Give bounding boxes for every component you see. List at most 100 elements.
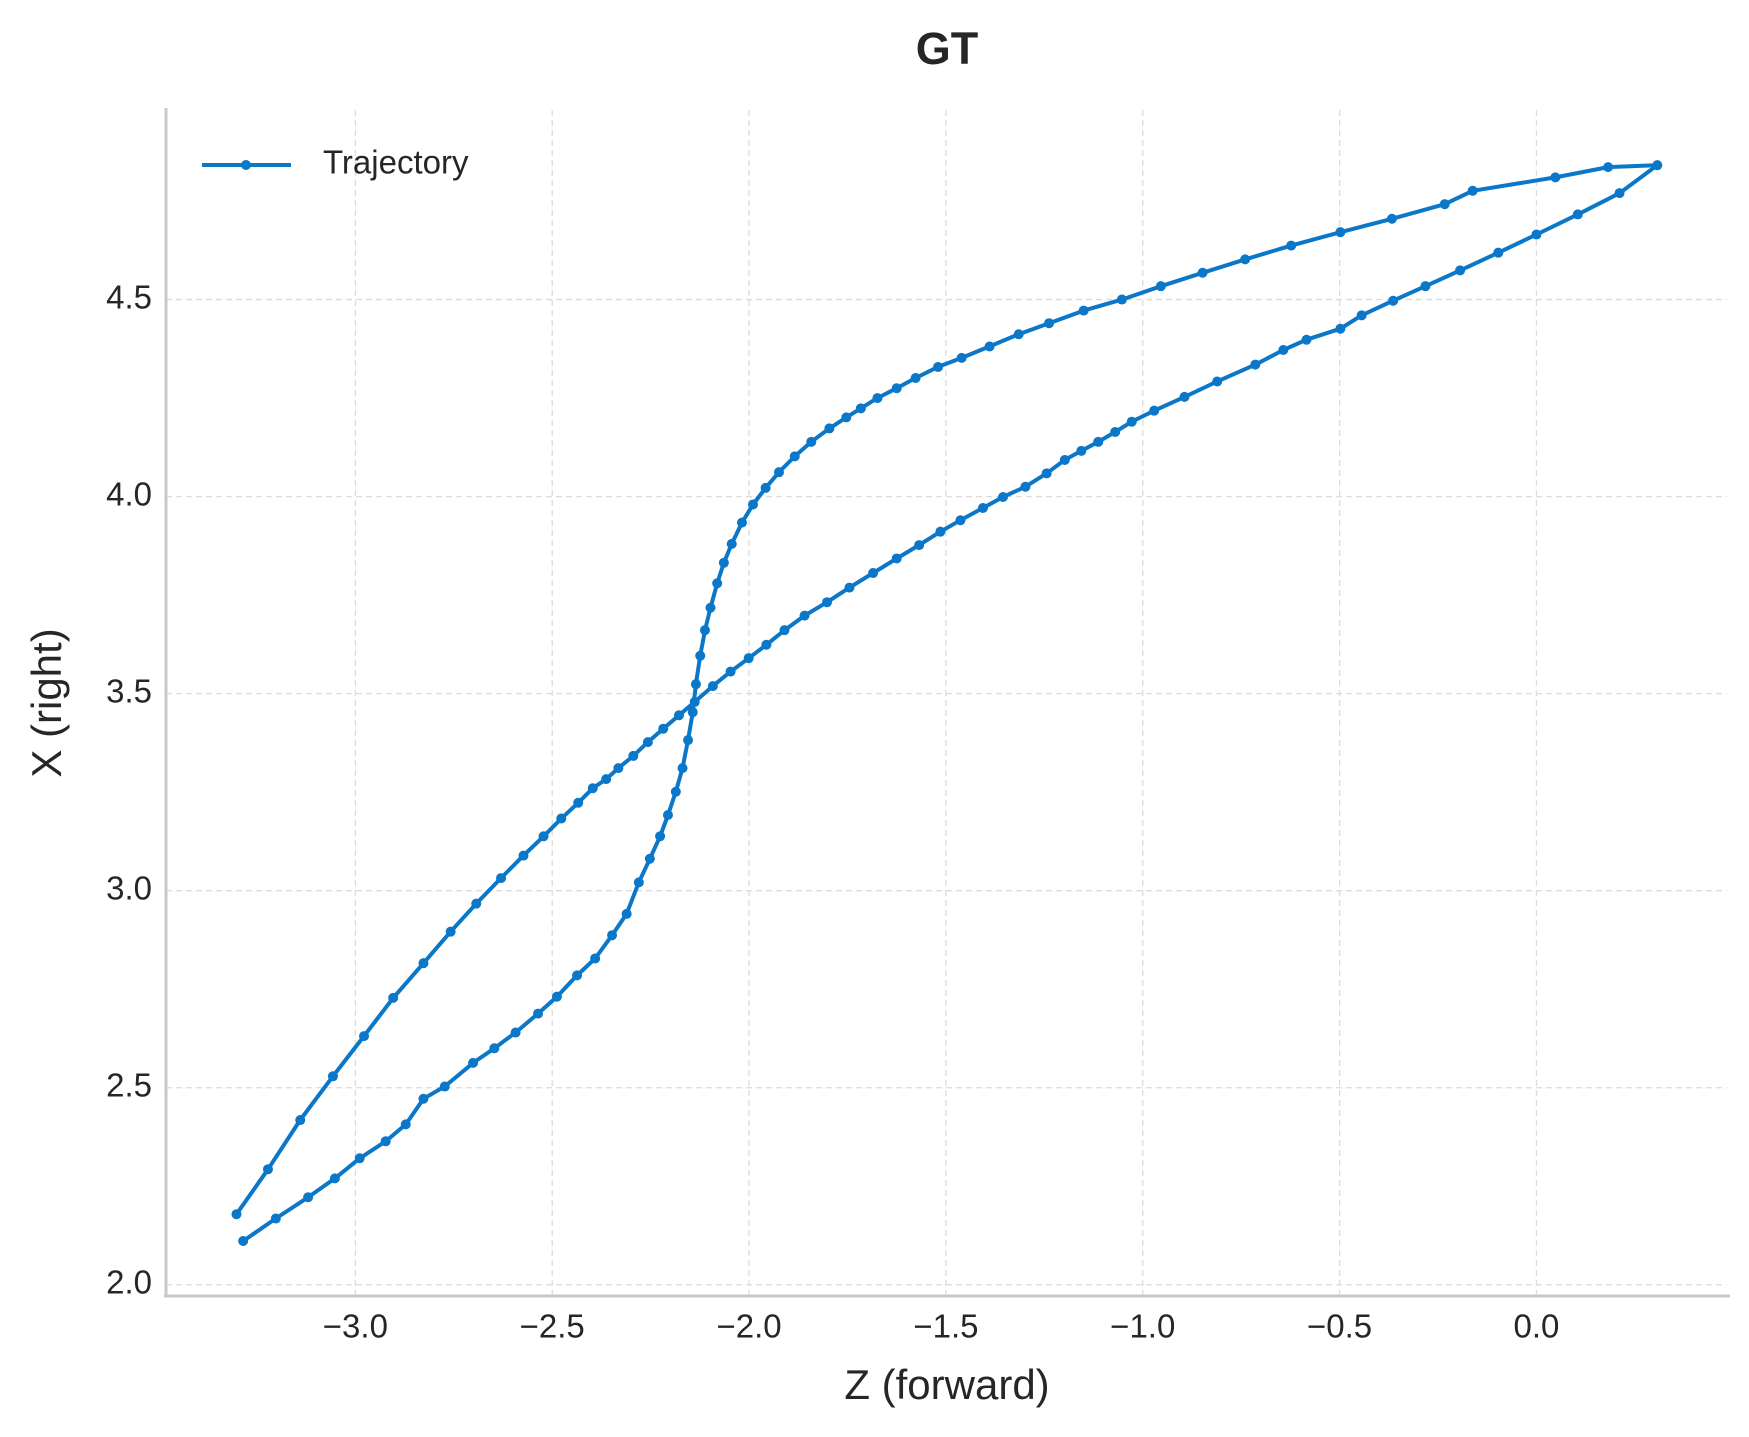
trajectory-point <box>468 1057 479 1068</box>
x-tick-label: −1.0 <box>1110 1308 1175 1345</box>
trajectory-point <box>439 1081 450 1092</box>
trajectory-point <box>1059 454 1070 465</box>
trajectory-point <box>1240 254 1251 265</box>
trajectory-point <box>910 372 921 383</box>
trajectory-point <box>690 679 701 690</box>
trajectory-point <box>677 763 688 774</box>
legend-label: Trajectory <box>323 144 469 181</box>
trajectory-point <box>538 831 549 842</box>
trajectory-point <box>621 908 632 919</box>
trajectory-point <box>718 557 729 568</box>
trajectory-point <box>955 515 966 526</box>
trajectory-point <box>712 578 723 589</box>
trajectory-point <box>518 850 529 861</box>
trajectory-point <box>295 1115 306 1126</box>
trajectory-point <box>238 1236 249 1247</box>
trajectory-point <box>1614 188 1625 199</box>
x-tick-label: −2.5 <box>520 1308 585 1345</box>
trajectory-point <box>662 810 673 821</box>
y-tick-label: 4.5 <box>106 278 152 315</box>
trajectory-point <box>329 1173 340 1184</box>
trajectory-point <box>1467 185 1478 196</box>
grid <box>166 110 1727 1295</box>
trajectory-point <box>841 412 852 423</box>
trajectory-point <box>1420 281 1431 292</box>
trajectory-point <box>633 877 644 888</box>
trajectory-point <box>510 1027 521 1038</box>
plot-area <box>231 160 1663 1247</box>
trajectory-point <box>743 653 754 664</box>
x-tick-label: 0.0 <box>1514 1308 1560 1345</box>
trajectory-point <box>1531 229 1542 240</box>
trajectory-point <box>789 451 800 462</box>
trajectory-point <box>380 1136 391 1147</box>
trajectory-point <box>707 681 718 692</box>
trajectory-point <box>984 341 995 352</box>
trajectory-point <box>779 625 790 636</box>
trajectory-point <box>1286 240 1297 251</box>
trajectory-point <box>1572 209 1583 220</box>
trajectory-point <box>689 696 700 707</box>
trajectory-point <box>1197 267 1208 278</box>
trajectory-point <box>891 383 902 394</box>
trajectory-point <box>587 783 598 794</box>
trajectory-point <box>773 467 784 478</box>
trajectory-point <box>607 930 618 941</box>
x-tick-label: −0.5 <box>1307 1308 1372 1345</box>
trajectory-point <box>1020 481 1031 492</box>
trajectory-point <box>642 737 653 748</box>
trajectory-point <box>695 650 706 661</box>
trajectory-point <box>1439 199 1450 210</box>
y-tick-label: 3.0 <box>106 869 152 906</box>
trajectory-point <box>1550 172 1561 183</box>
trajectory-point <box>935 526 946 537</box>
trajectory-point <box>725 666 736 677</box>
trajectory-point <box>262 1164 273 1175</box>
trajectory-point <box>705 602 716 613</box>
trajectory-point <box>270 1213 281 1224</box>
trajectory-point <box>400 1119 411 1130</box>
trajectory-point <box>327 1071 338 1082</box>
trajectory-point <box>1044 318 1055 329</box>
trajectory-point <box>590 953 601 964</box>
trajectory-point <box>601 774 612 785</box>
trajectory-point <box>822 597 833 608</box>
x-tick-label: −1.5 <box>913 1308 978 1345</box>
trajectory-point <box>388 992 399 1003</box>
trajectory-point <box>1076 445 1087 456</box>
trajectory-point <box>1250 359 1261 370</box>
trajectory-point <box>613 763 624 774</box>
legend-marker <box>241 160 251 170</box>
trajectory-point <box>1179 391 1190 402</box>
trajectory-point <box>872 393 883 404</box>
trajectory-point <box>844 582 855 593</box>
trajectory-point <box>556 813 567 824</box>
trajectory-point <box>806 436 817 447</box>
trajectory-point <box>1455 265 1466 276</box>
trajectory-point <box>658 723 669 734</box>
trajectory-point <box>418 958 429 969</box>
trajectory-point <box>933 361 944 372</box>
y-tick-label: 2.0 <box>106 1263 152 1300</box>
trajectory-point <box>1093 436 1104 447</box>
trajectory-point <box>551 991 562 1002</box>
trajectory-point <box>471 898 482 909</box>
trajectory-point <box>1388 295 1399 306</box>
trajectory-point <box>628 750 639 761</box>
trajectory-point <box>673 710 684 721</box>
x-tick-label: −3.0 <box>323 1308 388 1345</box>
trajectory-point <box>914 540 925 551</box>
trajectory-point <box>655 831 666 842</box>
trajectory-point <box>699 625 710 636</box>
trajectory-point <box>354 1153 365 1164</box>
trajectory-point <box>496 873 507 884</box>
trajectory-line <box>234 163 1660 1243</box>
y-tick-label: 2.5 <box>106 1066 152 1103</box>
y-tick-label: 4.0 <box>106 475 152 512</box>
trajectory-point <box>855 403 866 414</box>
trajectory-point <box>1493 247 1504 258</box>
trajectory-point <box>231 1209 242 1220</box>
trajectory-point <box>1078 305 1089 316</box>
trajectory-point <box>489 1043 500 1054</box>
